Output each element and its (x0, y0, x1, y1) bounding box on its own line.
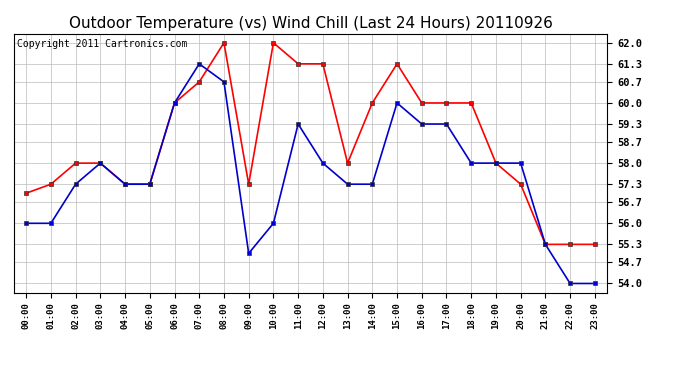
Text: Copyright 2011 Cartronics.com: Copyright 2011 Cartronics.com (17, 39, 187, 49)
Title: Outdoor Temperature (vs) Wind Chill (Last 24 Hours) 20110926: Outdoor Temperature (vs) Wind Chill (Las… (68, 16, 553, 31)
